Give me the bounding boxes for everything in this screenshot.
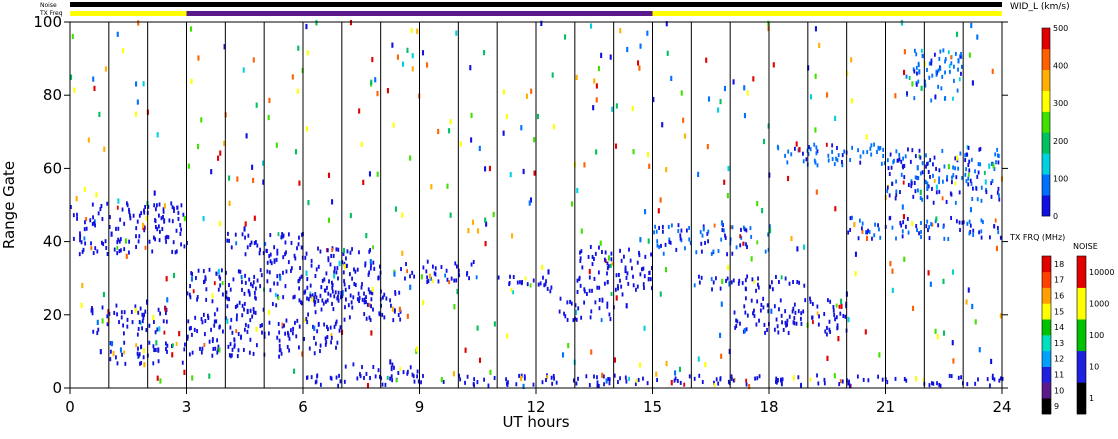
colorbar-tick-label: 9 [1054, 402, 1059, 411]
colorbar-swatch [1042, 69, 1050, 91]
x-tick-label: 12 [526, 398, 545, 416]
echo-region-8 [344, 362, 419, 381]
echo-layer [70, 19, 1004, 390]
colorbar-swatch [1042, 366, 1051, 383]
colorbar-tick-label: 15 [1054, 307, 1064, 316]
colorbar-swatch [1042, 382, 1051, 399]
echo-region-4 [186, 318, 342, 359]
colorbar-tick-label: 18 [1054, 260, 1064, 269]
scattered-echoes [70, 19, 1003, 390]
echo-region-16 [733, 296, 848, 337]
colorbar-swatch [1077, 319, 1086, 352]
txfreq-bar [70, 11, 1002, 16]
txfreq-segment-1 [186, 11, 653, 16]
colorbar-swatch [1042, 132, 1050, 154]
colorbar-swatch [1042, 398, 1051, 415]
colorbar-noise: NOISE 1 10 100 1000 10000 [1073, 242, 1114, 415]
colorbar-tick-label: 1000 [1089, 299, 1109, 308]
colorbar-tick-label: 200 [1053, 137, 1068, 146]
x-tick-label: 21 [876, 398, 895, 416]
echo-region-0 [70, 201, 188, 257]
x-axis-label: UT hours [502, 413, 569, 431]
echo-region-20 [905, 48, 963, 103]
colorbar-tick-label: 14 [1054, 323, 1064, 332]
colorbar-tick-label: 300 [1053, 99, 1068, 108]
x-tick-label: 3 [182, 398, 192, 416]
colorbar-tick-label: 13 [1054, 339, 1064, 348]
y-tick-label: 0 [52, 379, 62, 397]
colorbar-swatch [1042, 303, 1051, 320]
echo-region-12 [576, 244, 653, 297]
hour-gridlines [108, 22, 964, 388]
x-tick-label: 24 [992, 398, 1011, 416]
colorbar-tick-label: 1 [1089, 394, 1094, 403]
colorbar-tick-label: 400 [1053, 62, 1068, 71]
colorbar-swatch [1077, 287, 1086, 320]
y-axis-ticks: 0 20 40 60 80 100 [33, 13, 1008, 397]
echo-region-18 [886, 145, 1001, 205]
colorbar-tick-label: 10 [1054, 386, 1064, 395]
colorbar-swatch [1042, 287, 1051, 304]
y-tick-label: 80 [43, 86, 62, 104]
colorbar-swatch [1042, 174, 1050, 196]
echo-region-10 [497, 274, 553, 295]
echo-region-15 [693, 274, 806, 293]
colorbar-swatch [1042, 350, 1051, 367]
echo-region-6 [266, 245, 382, 308]
y-tick-label: 100 [33, 13, 62, 31]
echo-region-7 [303, 289, 402, 323]
colorbar-width-title: WID_L (km/s) [1010, 2, 1070, 12]
x-tick-label: 9 [415, 398, 425, 416]
colorbar-tick-label: 10 [1089, 363, 1099, 372]
noise-bar-label: Noise [40, 2, 57, 9]
colorbar-tick-label: 100 [1089, 331, 1104, 340]
colorbar-swatch [1042, 195, 1050, 217]
y-tick-label: 20 [43, 306, 62, 324]
colorbar-tick-label: 100 [1053, 174, 1068, 183]
echo-region-19 [847, 215, 1002, 242]
colorbar-tick-label: 0 [1053, 212, 1058, 221]
colorbar-swatch [1042, 335, 1051, 352]
colorbar-tick-label: 17 [1054, 276, 1064, 285]
colorbar-swatch [1042, 111, 1050, 133]
y-tick-label: 40 [43, 233, 62, 251]
colorbar-swatch [1042, 28, 1050, 50]
echo-region-9 [400, 259, 478, 285]
colorbar-swatch [1077, 382, 1086, 415]
txfreq-segment-0 [70, 11, 187, 16]
colorbar-tick-label: 500 [1053, 24, 1068, 33]
x-tick-label: 15 [643, 398, 662, 416]
txfreq-segment-2 [652, 11, 1002, 16]
txfreq-bar-label: TX Freq [39, 10, 63, 17]
colorbar-swatch [1042, 271, 1051, 288]
colorbar-swatch [1042, 90, 1050, 112]
colorbar-width: WID_L (km/s) 0 100 200 300 400 500 [1010, 2, 1070, 221]
colorbar-noise-title: NOISE [1073, 242, 1098, 251]
y-axis-label: Range Gate [0, 161, 18, 249]
plot-area: 0 3 6 9 12 15 18 21 24 0 20 40 60 80 100 [33, 13, 1011, 416]
colorbar-swatch [1042, 319, 1051, 336]
echo-region-14 [653, 223, 771, 257]
colorbar-txfreq-title: TX FRQ (MHz) [1009, 233, 1065, 242]
colorbar-txfreq: TX FRQ (MHz) 9 10 11 12 13 14 15 16 17 18 [1009, 233, 1065, 415]
colorbar-tick-label: 11 [1054, 371, 1064, 380]
x-tick-label: 6 [298, 398, 308, 416]
colorbar-swatch [1077, 256, 1086, 288]
x-tick-label: 0 [65, 398, 75, 416]
x-tick-label: 18 [759, 398, 778, 416]
top-bars: Noise TX Freq [39, 2, 1002, 17]
noise-bar [70, 2, 1002, 7]
echo-region-2 [109, 340, 186, 366]
colorbar-tick-label: 16 [1054, 292, 1064, 301]
colorbar-swatch [1042, 48, 1050, 71]
y-tick-label: 60 [43, 159, 62, 177]
colorbar-swatch [1042, 256, 1051, 273]
colorbar-swatch [1042, 153, 1050, 175]
x-axis-ticks: 0 3 6 9 12 15 18 21 24 [65, 388, 1012, 416]
colorbar-swatch [1077, 350, 1086, 383]
colorbar-tick-label: 12 [1054, 355, 1064, 364]
colorbar-tick-label: 10000 [1089, 268, 1114, 277]
